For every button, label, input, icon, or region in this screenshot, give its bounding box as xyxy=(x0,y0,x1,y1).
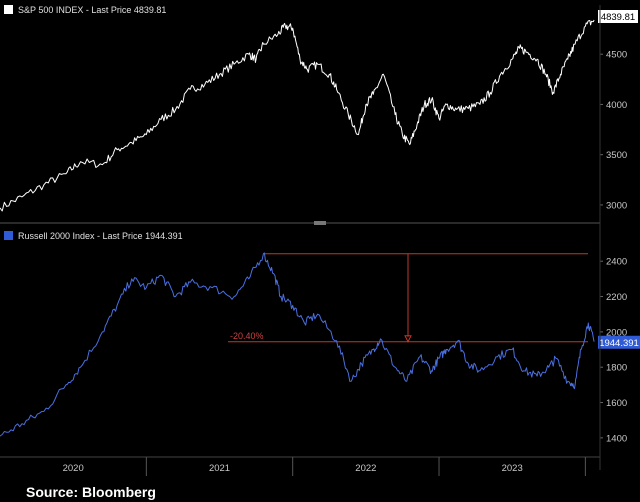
russell-reference-lines xyxy=(228,253,588,343)
russell-legend-label: Russell 2000 Index - Last Price 1944.391 xyxy=(18,231,183,241)
x-tick-label: 2022 xyxy=(355,463,376,474)
y-tick-label: 2400 xyxy=(606,257,627,268)
source-label: Source: Bloomberg xyxy=(26,484,156,500)
y-tick-label: 4000 xyxy=(606,100,627,111)
x-tick-label: 2023 xyxy=(502,463,523,474)
x-tick-label: 2021 xyxy=(209,463,230,474)
y-tick-label: 1600 xyxy=(606,398,627,409)
y-tick-label: 1400 xyxy=(606,433,627,444)
drawdown-arrow-head xyxy=(404,335,412,343)
sp500-last-price: 4839.81 xyxy=(601,12,635,23)
y-tick-label: 2200 xyxy=(606,292,627,303)
sp500-last-price-bg xyxy=(598,10,638,23)
y-tick-label: 4500 xyxy=(606,50,627,61)
russell-legend-swatch xyxy=(4,231,13,240)
y-tick-label: 3000 xyxy=(606,200,627,211)
y-tick-label: 1800 xyxy=(606,363,627,374)
sp500-legend-swatch xyxy=(4,5,13,14)
russell-last-price-box: 1944.391 xyxy=(598,335,640,349)
x-tick-label: 2020 xyxy=(63,463,84,474)
panel-resize-handle[interactable] xyxy=(314,221,326,225)
sp500-panel: S&P 500 INDEX - Last Price 4839.81 3000 3… xyxy=(0,5,638,212)
sp500-last-price-box: 4839.81 xyxy=(598,10,638,23)
series-line xyxy=(0,252,595,437)
drawdown-annotation: -20.40% xyxy=(230,331,264,341)
sp500-legend-label: S&P 500 INDEX - Last Price 4839.81 xyxy=(18,5,166,15)
russell-last-price-bg xyxy=(598,335,640,349)
russell-panel: Russell 2000 Index - Last Price 1944.391… xyxy=(0,231,640,444)
y-tick-label: 2000 xyxy=(606,327,627,338)
russell-series xyxy=(0,252,595,437)
sp500-series xyxy=(0,19,595,212)
y-tick-label: 3500 xyxy=(606,150,627,161)
x-axis: 2020 2021 2022 2023 xyxy=(0,5,601,476)
series-line xyxy=(0,19,595,212)
russell-last-price: 1944.391 xyxy=(599,338,639,349)
